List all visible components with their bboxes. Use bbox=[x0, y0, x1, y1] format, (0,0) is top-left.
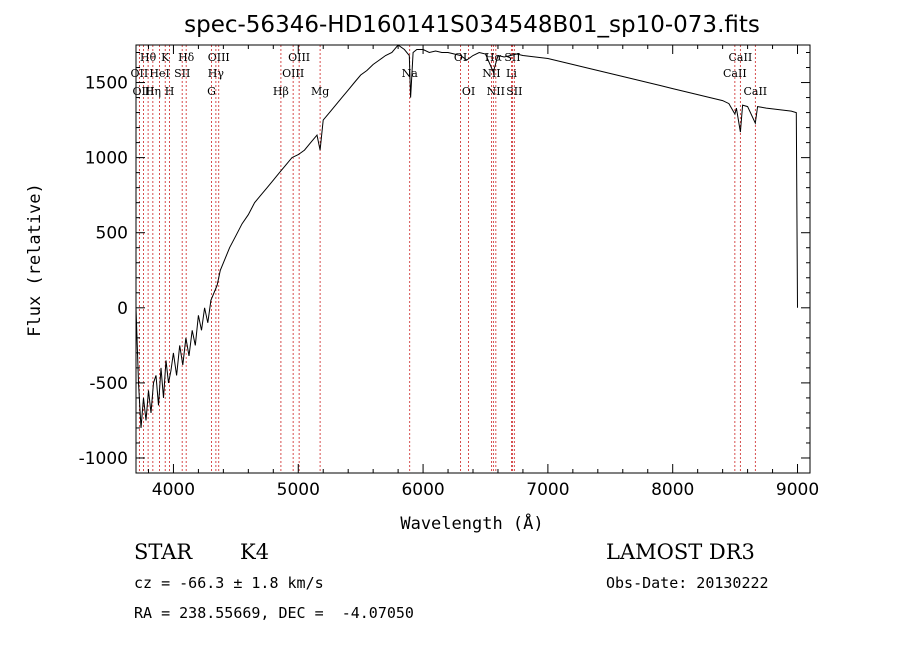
spectral-line-label: G bbox=[207, 85, 216, 98]
chart-title: spec-56346-HD160141S034548B01_sp10-073.f… bbox=[184, 12, 760, 38]
spectral-line-label: Hβ bbox=[273, 85, 289, 98]
y-tick-label: -1000 bbox=[79, 449, 128, 469]
y-tick-label: -500 bbox=[89, 374, 128, 394]
x-tick-label: 9000 bbox=[776, 480, 819, 500]
plot-frame bbox=[135, 44, 811, 474]
spectral-line-label: OIII bbox=[282, 67, 304, 80]
spectral-line-label: CaII bbox=[723, 67, 747, 80]
y-tick-label: 1500 bbox=[85, 74, 128, 94]
spectral-line-label: Hη bbox=[145, 85, 161, 98]
spectral-line-label: OI bbox=[462, 85, 475, 98]
coordinates-text: RA = 238.55669, DEC = -4.07050 bbox=[134, 604, 414, 622]
spectral-line-label: OIII bbox=[132, 85, 154, 98]
spectral-line-markers: Hθ OII OIII K HeI Hη SII H Hδ OIII Hγ G OIII OIII Hβ Mg… bbox=[131, 45, 767, 473]
y-axis-label: Flux (relative) bbox=[25, 183, 45, 337]
spectral-line-label: H bbox=[165, 85, 175, 98]
spectral-line-label: OII bbox=[131, 67, 149, 80]
x-tick-label: 4000 bbox=[152, 480, 195, 500]
spectral-line-label: CaII bbox=[743, 85, 767, 98]
spectral-subclass: K4 bbox=[240, 540, 270, 564]
x-axis-label: Wavelength (Å) bbox=[400, 512, 543, 534]
spectral-line-label: NII bbox=[487, 85, 505, 98]
spectral-line-label: Hδ bbox=[178, 51, 195, 64]
survey-name: LAMOST DR3 bbox=[606, 540, 755, 564]
spectral-line-label: Hα bbox=[485, 51, 503, 64]
spectral-line-label: Hγ bbox=[208, 67, 225, 80]
object-class: STAR bbox=[134, 540, 193, 564]
spectrum-line bbox=[135, 44, 798, 428]
spectral-line-label: SII bbox=[506, 85, 522, 98]
spectral-line-label: SII bbox=[174, 67, 190, 80]
spectral-line-label: SII bbox=[504, 51, 520, 64]
x-tick-label: 5000 bbox=[277, 480, 320, 500]
x-tick-label: 8000 bbox=[651, 480, 694, 500]
x-tick-label: 6000 bbox=[401, 480, 444, 500]
redshift-text: cz = -66.3 ± 1.8 km/s bbox=[134, 574, 324, 592]
spectral-line-label: CaII bbox=[729, 51, 753, 64]
spectral-line-label: OI bbox=[454, 51, 467, 64]
spectral-line-label: OIII bbox=[288, 51, 310, 64]
y-tick-label: 500 bbox=[96, 224, 128, 244]
y-tick-label: 0 bbox=[117, 299, 128, 319]
spectral-line-label: HeI bbox=[149, 67, 169, 80]
spectral-line-label: OIII bbox=[208, 51, 230, 64]
axis-ticks: 4000 5000 6000 7000 8000 9000 -1000 -500 0 500 100… bbox=[79, 45, 819, 500]
spectral-line-label: Mg bbox=[311, 85, 329, 98]
obs-date: Obs-Date: 20130222 bbox=[606, 574, 769, 592]
spectral-line-label: Li bbox=[506, 67, 517, 80]
spectral-line-label: K bbox=[161, 51, 170, 64]
y-tick-label: 1000 bbox=[85, 149, 128, 169]
spectral-line-label: Hθ bbox=[140, 51, 157, 64]
x-tick-label: 7000 bbox=[526, 480, 569, 500]
